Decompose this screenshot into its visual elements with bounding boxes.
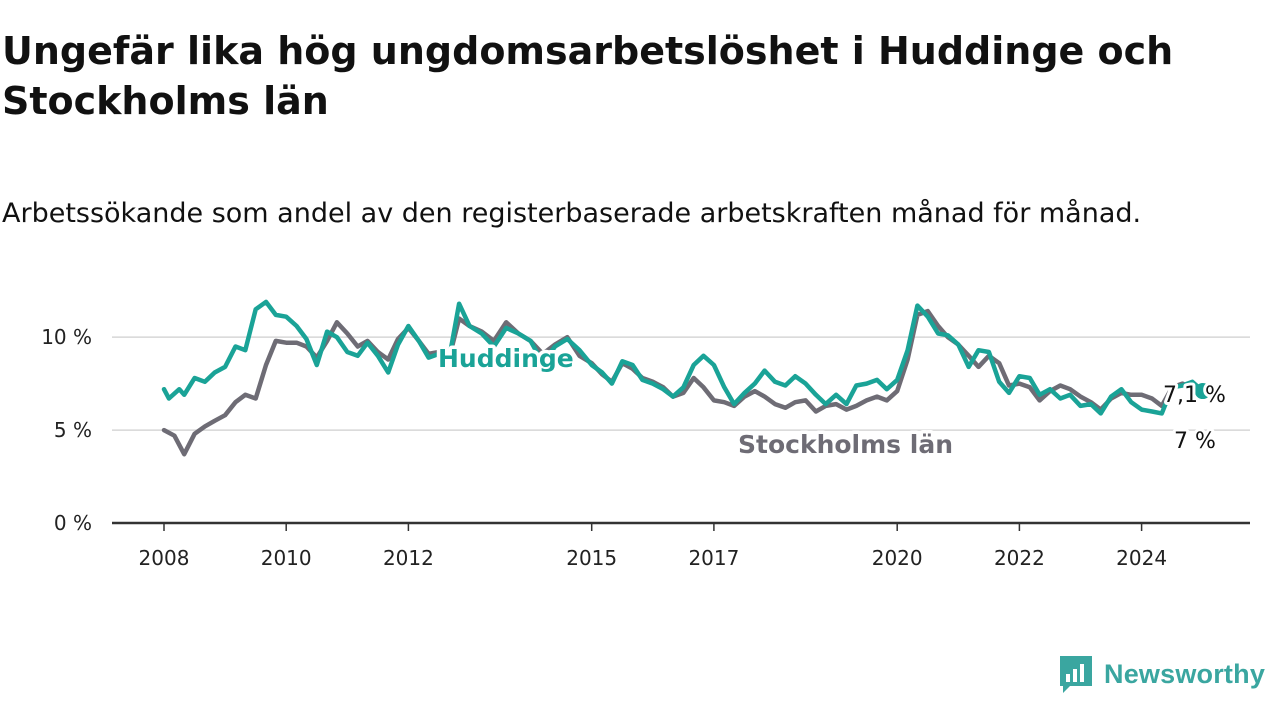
x-tick-label-3: 2015 <box>566 546 617 570</box>
series-lines <box>161 299 1211 457</box>
y-tick-label-2: 10 % <box>41 325 92 349</box>
series-name-label-1: Huddinge <box>438 344 574 373</box>
x-tick-label-2: 2012 <box>383 546 434 570</box>
y-tick-label-0: 0 % <box>54 511 92 535</box>
series-end-value-label-0: 7 % <box>1174 429 1216 454</box>
grid-lines <box>112 336 1250 431</box>
x-tick-label-4: 2017 <box>688 546 739 570</box>
series-end-value-label-1: 7,1 % <box>1163 383 1226 408</box>
newsworthy-logo-icon <box>1060 656 1092 693</box>
x-axis-labels: 2008 2010 2012 2015 2017 2020 2022 2024 <box>139 546 1168 570</box>
x-tick-label-6: 2022 <box>994 546 1045 570</box>
x-tick-label-5: 2020 <box>872 546 923 570</box>
y-tick-label-1: 5 % <box>54 418 92 442</box>
series-name-label-0: Stockholms län <box>738 430 953 459</box>
x-tick-label-0: 2008 <box>139 546 190 570</box>
chart-title: Ungefär lika hög ungdomsarbetslöshet i H… <box>2 29 1174 123</box>
y-axis-labels: 0 % 5 % 10 % <box>41 325 92 535</box>
series-end-dot-1 <box>1194 383 1211 400</box>
series-labels: Huddinge Stockholms län 7,1 % 7 % <box>435 341 1229 463</box>
series-line-0 <box>161 308 1205 457</box>
x-tick-label-7: 2024 <box>1116 546 1167 570</box>
series-line-1 <box>161 299 1205 416</box>
chart-subtitle: Arbetssökande som andel av den registerb… <box>2 198 1142 229</box>
x-tick-label-1: 2010 <box>261 546 312 570</box>
x-axis <box>112 521 1250 531</box>
brand-logo: Newsworthy <box>1058 654 1265 694</box>
brand-name: Newsworthy <box>1104 658 1266 689</box>
